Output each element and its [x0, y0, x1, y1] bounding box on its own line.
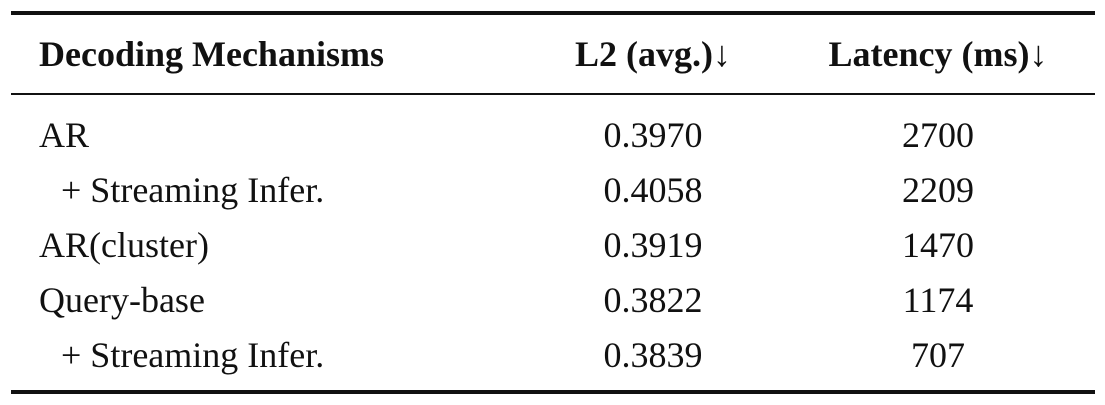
- table-row: Query-base 0.3822 1174: [11, 272, 1095, 327]
- table-row: + Streaming Infer. 0.3839 707: [11, 327, 1095, 382]
- latency-cell: 2700: [902, 114, 974, 155]
- l2-cell: 0.3839: [603, 334, 703, 375]
- bottom-rule: [11, 390, 1095, 394]
- latency-cell: 707: [911, 334, 965, 375]
- table-row: AR(cluster) 0.3919 1470: [11, 217, 1095, 272]
- latency-cell: 1174: [902, 279, 974, 320]
- l2-cell: 0.4058: [603, 169, 703, 210]
- results-table: Decoding Mechanisms L2 (avg.)↓ Latency (…: [11, 11, 1095, 394]
- method-cell: AR(cluster): [39, 224, 209, 265]
- l2-cell: 0.3970: [603, 114, 703, 155]
- method-cell: AR: [39, 114, 90, 155]
- header-l2-avg: L2 (avg.)↓: [575, 34, 731, 74]
- header-decoding-mechanisms: Decoding Mechanisms: [39, 34, 384, 74]
- header-row: Decoding Mechanisms L2 (avg.)↓ Latency (…: [11, 15, 1095, 93]
- latency-cell: 2209: [902, 169, 974, 210]
- method-cell: Query-base: [39, 279, 205, 320]
- l2-cell: 0.3919: [603, 224, 703, 265]
- l2-cell: 0.3822: [603, 279, 703, 320]
- header-rule: [11, 93, 1095, 95]
- latency-cell: 1470: [902, 224, 974, 265]
- method-cell: + Streaming Infer.: [61, 334, 325, 375]
- header-latency: Latency (ms)↓: [828, 34, 1048, 74]
- table-row: + Streaming Infer. 0.4058 2209: [11, 162, 1095, 217]
- method-cell: + Streaming Infer.: [61, 169, 325, 210]
- top-rule: [11, 11, 1095, 15]
- table-row: AR 0.3970 2700: [11, 107, 1095, 162]
